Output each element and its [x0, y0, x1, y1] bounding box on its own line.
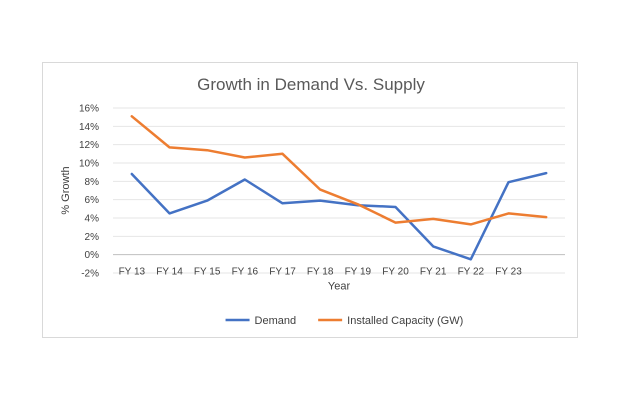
line-chart: Growth in Demand Vs. Supply 16% 14% 12% 10%… [60, 75, 565, 327]
series-line [130, 115, 548, 226]
y-tick-label: 4% [85, 214, 100, 225]
x-tick-label: FY 20 [382, 267, 409, 278]
y-tick-label: 6% [85, 195, 100, 206]
y-axis-label: % Growth [60, 166, 72, 214]
x-axis-label: Year [328, 281, 351, 293]
chart-title: Growth in Demand Vs. Supply [197, 75, 425, 94]
x-tick-label: FY 19 [345, 267, 372, 278]
x-tick-label: FY 15 [194, 267, 221, 278]
x-tick-label: FY 17 [269, 267, 296, 278]
x-tick-label: FY 21 [420, 267, 447, 278]
x-tick-label: FY 14 [156, 267, 183, 278]
y-tick-label: -2% [81, 269, 99, 280]
chart-area: Growth in Demand Vs. Supply 16% 14% 12% 10%… [42, 62, 578, 338]
x-tick-label: FY 23 [495, 267, 522, 278]
y-tick-label: 8% [85, 177, 100, 188]
legend-label: Installed Capacity (GW) [347, 315, 463, 327]
legend-label: Demand [255, 315, 297, 327]
x-axis-ticks: FY 13 FY 14 FY 15 FY 16 FY 17 FY 18 FY 19 FY 20… [119, 267, 523, 278]
y-tick-label: 2% [85, 232, 100, 243]
y-tick-label: 16% [79, 104, 99, 115]
y-tick-label: 10% [79, 159, 99, 170]
x-tick-label: FY 13 [119, 267, 146, 278]
x-tick-label: FY 22 [458, 267, 485, 278]
series-line [130, 171, 548, 261]
y-tick-label: 12% [79, 140, 99, 151]
y-axis-ticks: 16% 14% 12% 10% 8% 6% 4% 2% 0% -2% [79, 104, 99, 280]
y-tick-label: 0% [85, 250, 100, 261]
y-tick-label: 14% [79, 122, 99, 133]
legend: Demand Installed Capacity (GW) [225, 315, 463, 327]
x-tick-label: FY 18 [307, 267, 334, 278]
gridlines [113, 107, 565, 274]
series-lines [130, 115, 548, 261]
x-tick-label: FY 16 [232, 267, 259, 278]
